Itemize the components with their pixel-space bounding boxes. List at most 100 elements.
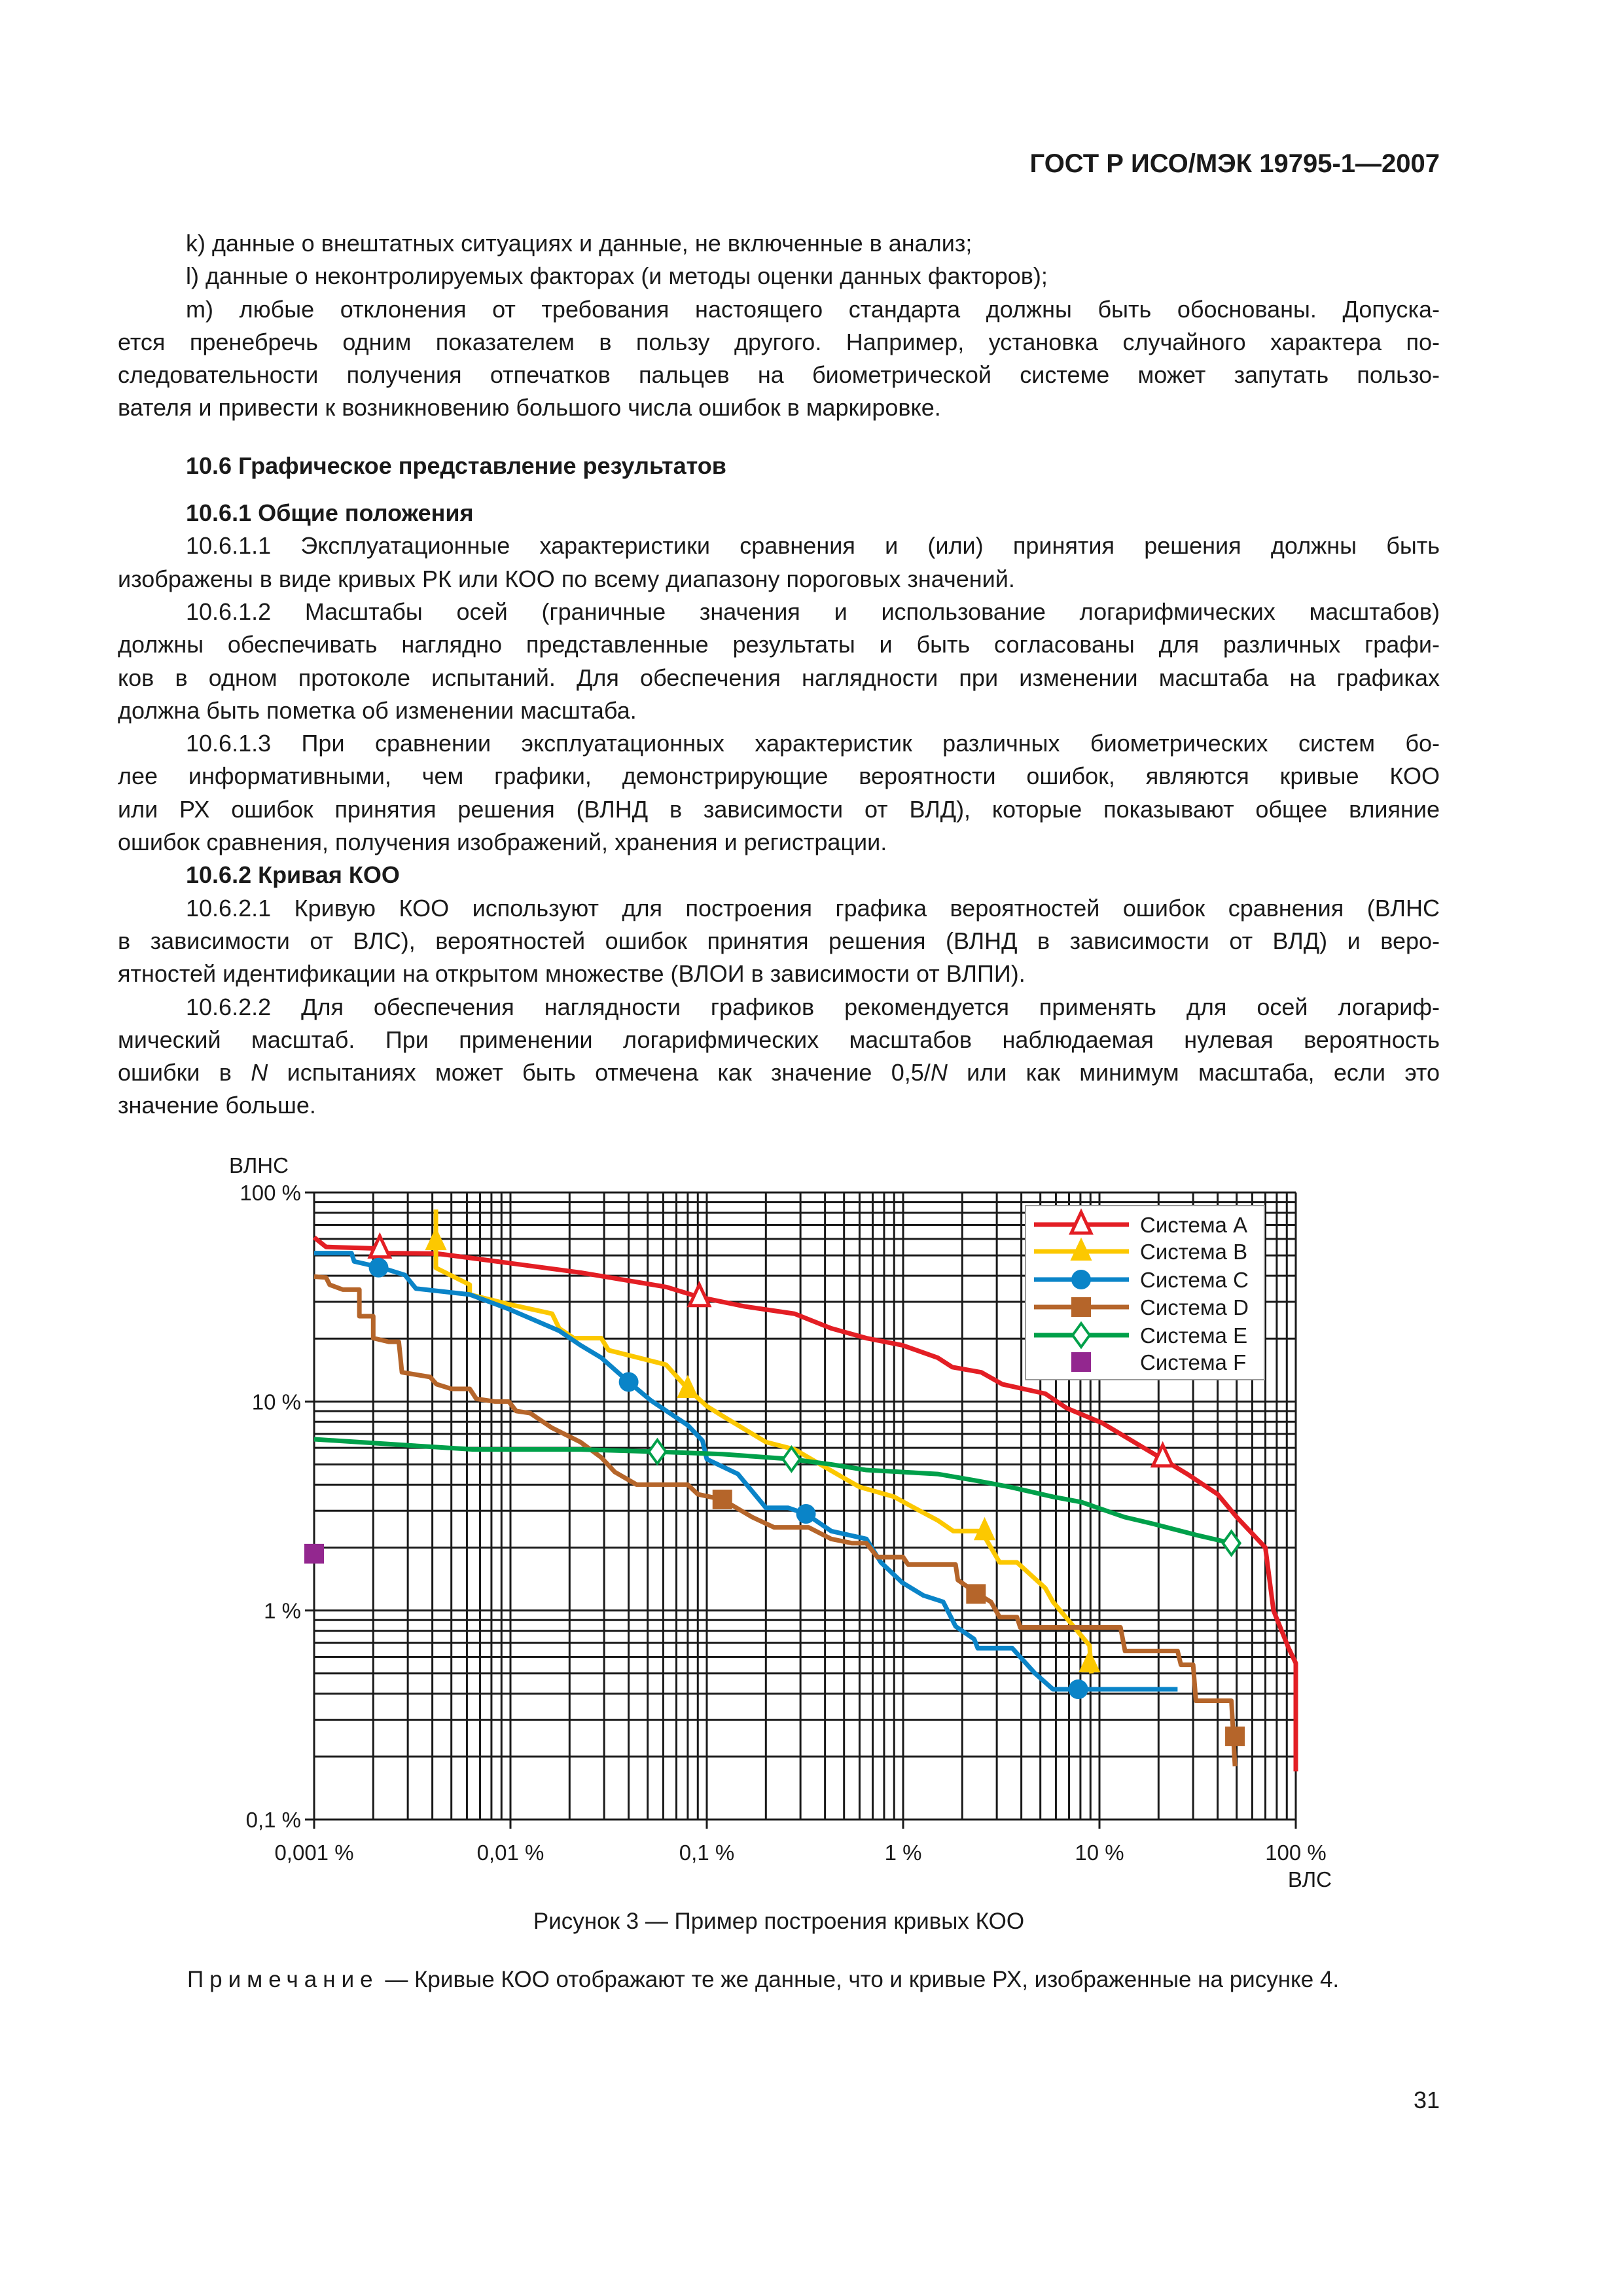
section-heading-10-6: 10.6 Графическое представление результат…	[186, 452, 726, 479]
text-line: мический масштаб. При применении логариф…	[118, 1026, 1440, 1053]
text-line: ошибки в N испытаниях может быть отмечен…	[118, 1056, 1440, 1089]
text-line: вателя и привести к возникновению большо…	[118, 394, 941, 422]
legend-label: Система B	[1140, 1240, 1247, 1264]
y-axis-label: ВЛНС	[229, 1153, 289, 1177]
legend-item-b: Система B	[1034, 1237, 1247, 1264]
series-d	[313, 1274, 1245, 1767]
body-text: k) данные о внештатных ситуациях и данны…	[118, 227, 1440, 1122]
paragraph-10-6-2-2: 10.6.2.2 Для обеспечения наглядности гра…	[118, 991, 1440, 1122]
legend-marker	[1071, 1270, 1091, 1289]
y-tick-label: 1 %	[264, 1599, 301, 1623]
data-point-marker	[796, 1504, 816, 1524]
section-heading-10-6-1: 10.6.1 Общие положения	[186, 499, 474, 527]
legend-marker	[1069, 1208, 1094, 1235]
legend-label: Система C	[1140, 1268, 1249, 1292]
text-line: ется пренебречь одним показателем в поль…	[118, 328, 1440, 355]
x-tick-label: 0,01 %	[477, 1840, 544, 1865]
data-point-marker	[966, 1584, 986, 1604]
document-header: ГОСТ Р ИСО/МЭК 19795-1—2007	[1029, 149, 1440, 178]
note-text: — Кривые КОО отображают те же данные, чт…	[378, 1967, 1340, 1992]
series-e	[313, 1437, 1242, 1558]
legend-marker	[1071, 1297, 1091, 1317]
y-tick-label: 0,1 %	[246, 1808, 301, 1832]
text-run: или как минимум масштаба, если это	[947, 1059, 1440, 1086]
series-line	[313, 1437, 1232, 1546]
series-line	[313, 1274, 1238, 1767]
x-tick-label: 0,001 %	[274, 1840, 353, 1865]
paragraph-10-6-1-1: 10.6.1.1 Эксплуатационные характеристики…	[118, 529, 1440, 596]
text-line: лее информативными, чем графики, демонст…	[118, 762, 1440, 790]
y-tick-label: 10 %	[252, 1390, 301, 1414]
list-item-l: l) данные о неконтролируемых факторах (и…	[186, 262, 1048, 290]
data-point-marker	[687, 1280, 712, 1308]
legend-label: Система D	[1140, 1295, 1249, 1319]
figure-note: Примечание — Кривые КОО отображают те же…	[187, 1967, 1339, 1993]
text-line: ятностей идентификации на открытом множе…	[118, 960, 1026, 988]
list-item-m: m) любые отклонения от требования настоя…	[118, 293, 1440, 425]
chart-legend: Система A Система B Система C Система D Сист…	[1025, 1205, 1265, 1380]
paragraph-10-6-1-3: 10.6.1.3 При сравнении эксплуатационных …	[118, 727, 1440, 859]
note-label: Примечание	[187, 1967, 379, 1992]
series-a	[312, 1232, 1298, 1772]
det-curve-chart: 0,001 % 0,01 % 0,1 % 1 % 10 % 100 % 0,1 % 1 % 10…	[229, 1153, 1332, 1892]
list-item-k: k) данные о внештатных ситуациях и данны…	[186, 230, 972, 257]
legend-item-a: Система A	[1034, 1208, 1247, 1237]
text-line: значение больше.	[118, 1092, 316, 1119]
text-line: 10.6.1.1 Эксплуатационные характеристики…	[186, 532, 1440, 560]
data-point-marker	[367, 1232, 393, 1259]
paragraph-10-6-2-1: 10.6.2.1 Кривую КОО используют для постр…	[118, 892, 1440, 991]
series-c	[314, 1251, 1178, 1699]
data-point-marker	[781, 1444, 802, 1473]
data-point-marker	[677, 1374, 699, 1398]
legend-label: Система A	[1140, 1213, 1247, 1237]
x-tick-label: 0,1 %	[679, 1840, 734, 1865]
legend-label: Система E	[1140, 1323, 1247, 1348]
text-line: ков в одном протоколе испытаний. Для обе…	[118, 664, 1440, 691]
text-line: или РХ ошибок принятия решения (ВЛНД в з…	[118, 795, 1440, 823]
text-line: ошибок сравнения, получения изображений,…	[118, 829, 887, 856]
x-axis-label: ВЛС	[1288, 1867, 1332, 1892]
text-run: испытаниях может быть отмечена как значе…	[268, 1059, 931, 1086]
text-line: изображены в виде кривых РК или КОО по в…	[118, 565, 1015, 592]
data-point-marker	[618, 1372, 639, 1392]
section-heading-10-6-2: 10.6.2 Кривая КОО	[186, 861, 400, 889]
data-point-marker	[973, 1516, 996, 1541]
data-point-marker	[368, 1257, 389, 1278]
series-line	[314, 1251, 1178, 1692]
data-point-marker	[1221, 1529, 1242, 1558]
legend-label: Система F	[1140, 1350, 1246, 1374]
data-point-marker	[304, 1543, 324, 1564]
legend-item-c: Система C	[1034, 1268, 1249, 1292]
legend-item-d: Система D	[1034, 1295, 1249, 1319]
text-line: m) любые отклонения от требования настоя…	[186, 295, 1440, 323]
legend-box	[1025, 1205, 1265, 1380]
axis-ticks: 0,001 % 0,01 % 0,1 % 1 % 10 % 100 % 0,1 % 1 % 10…	[240, 1181, 1326, 1865]
paragraph-10-6-1-2: 10.6.1.2 Масштабы осей (граничные значен…	[118, 596, 1440, 727]
chart-series	[304, 1209, 1298, 1772]
series-b	[425, 1209, 1101, 1674]
x-tick-label: 100 %	[1265, 1840, 1327, 1865]
text-line: 10.6.2.1 Кривую КОО используют для постр…	[186, 894, 1440, 922]
text-line: должны обеспечивать наглядно представлен…	[118, 631, 1440, 658]
variable-n: N	[930, 1059, 948, 1086]
legend-item-f: Система F	[1071, 1350, 1246, 1374]
data-point-marker	[1225, 1726, 1245, 1746]
series-line	[312, 1235, 1298, 1772]
text-line: должна быть пометка об изменении масштаб…	[118, 696, 637, 724]
data-point-marker	[712, 1489, 732, 1509]
text-line: в зависимости от ВЛС), вероятностей ошиб…	[118, 927, 1440, 954]
data-point-marker	[1079, 1649, 1101, 1673]
legend-marker	[1070, 1237, 1092, 1261]
legend-marker	[1071, 1352, 1091, 1372]
series-line	[433, 1209, 1094, 1674]
data-point-marker	[1150, 1441, 1175, 1468]
text-line: следовательности получения отпечатков па…	[118, 361, 1440, 389]
text-line: 10.6.2.2 Для обеспечения наглядности гра…	[186, 993, 1440, 1020]
data-point-marker	[647, 1437, 668, 1466]
legend-item-e: Система E	[1034, 1321, 1247, 1350]
variable-n: N	[251, 1059, 268, 1086]
x-tick-label: 1 %	[885, 1840, 922, 1865]
x-tick-label: 10 %	[1075, 1840, 1124, 1865]
y-tick-label: 100 %	[240, 1181, 301, 1205]
data-point-marker	[425, 1227, 447, 1251]
